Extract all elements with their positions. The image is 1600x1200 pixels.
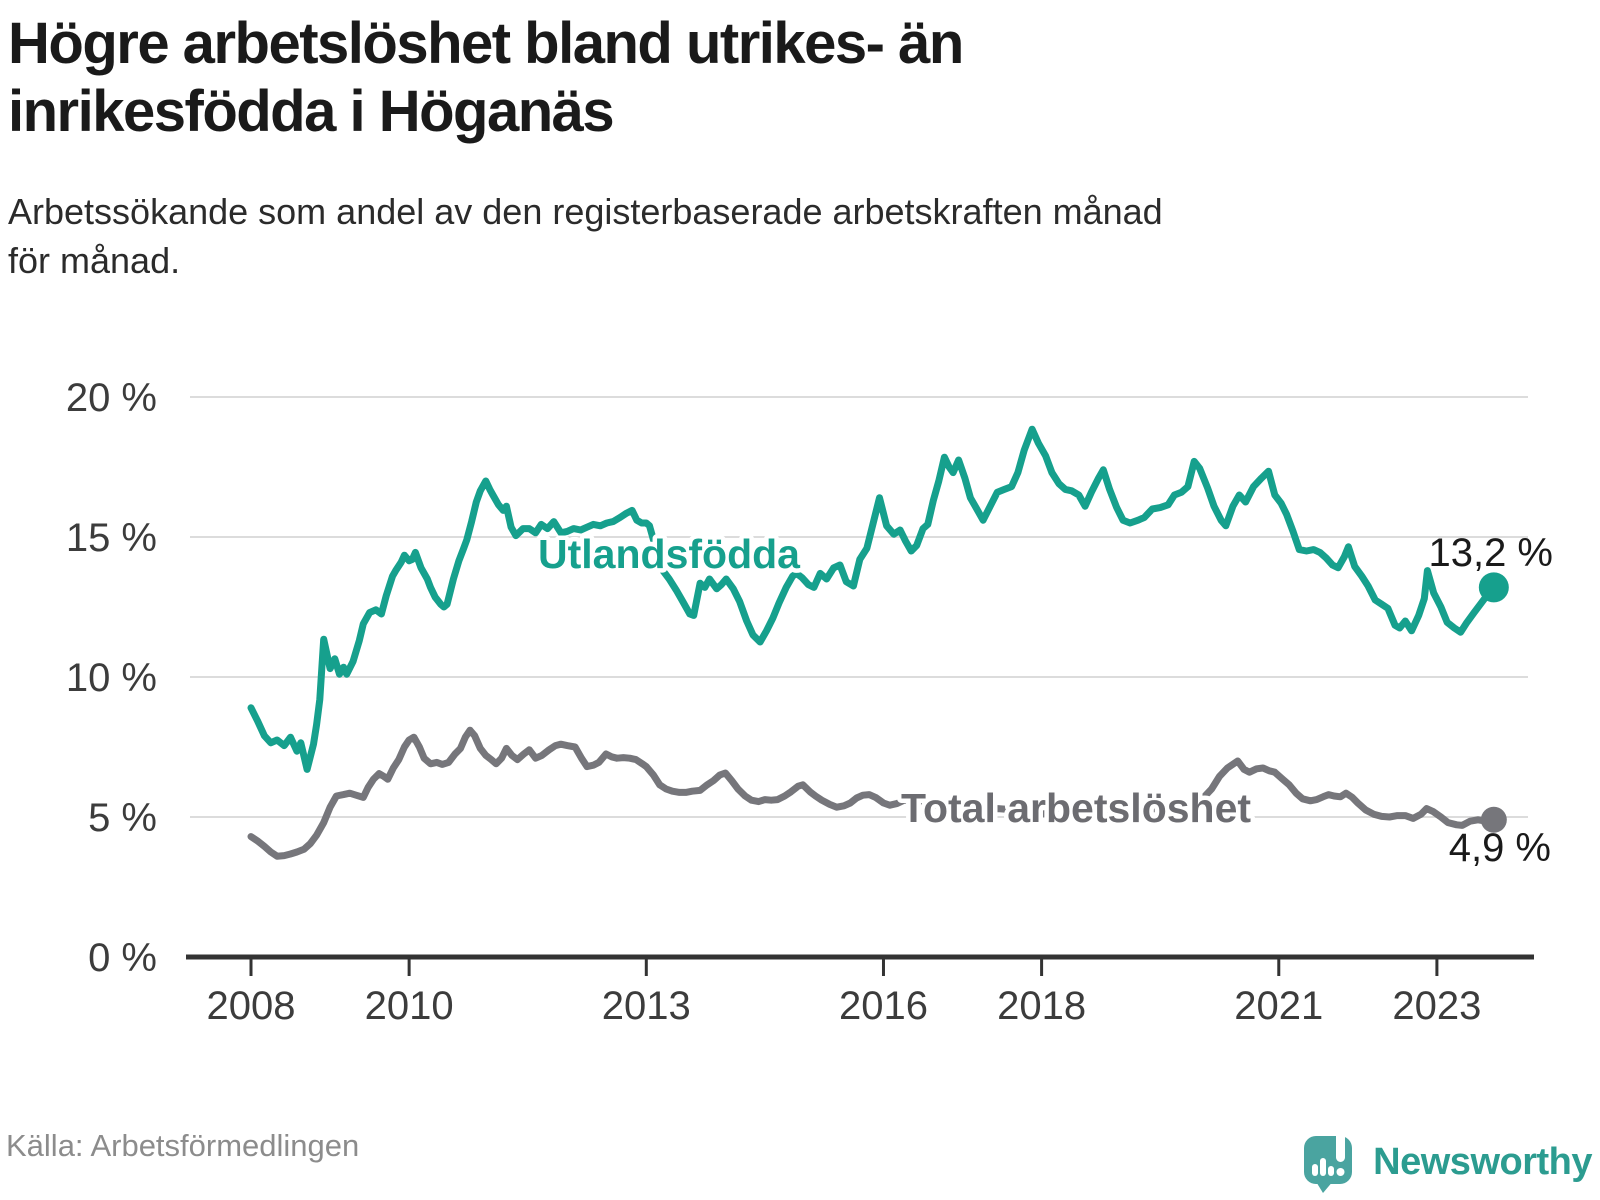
- x-tick-label-2023: 2023: [1392, 984, 1481, 1028]
- page-subtitle: Arbetssökande som andel av den registerb…: [8, 188, 1548, 285]
- x-tick-label-2016: 2016: [839, 984, 928, 1028]
- end-dot-utlandsfodda: [1478, 572, 1509, 603]
- newsworthy-logo[interactable]: Newsworthy: [1303, 1130, 1592, 1194]
- x-tick-label-2021: 2021: [1234, 984, 1323, 1028]
- source-credit: Källa: Arbetsförmedlingen: [6, 1128, 360, 1163]
- page-title: Högre arbetslöshet bland utrikes- än inr…: [8, 10, 1458, 147]
- series-label-utlandsfodda: Utlandsfödda: [538, 531, 801, 577]
- y-tick-label-15: 15 %: [66, 516, 157, 560]
- series-label-total-arbetsloshet: Total arbetslöshet: [901, 785, 1251, 831]
- end-value-label-total: 4,9 %: [1449, 826, 1551, 870]
- end-dot-total: [1480, 806, 1507, 833]
- subtitle-line-1: Arbetssökande som andel av den registerb…: [8, 191, 1163, 232]
- x-tick-label-2010: 2010: [365, 984, 454, 1028]
- y-tick-label-10: 10 %: [66, 656, 157, 700]
- x-tick-label-2008: 2008: [207, 984, 296, 1028]
- newsworthy-speech-bubble-chart-icon: [1304, 1130, 1353, 1193]
- plot-layer: 2008 2010 2013 2016 2018 2021 2023 0 % 5 % 10 % 15…: [66, 376, 1534, 1028]
- brand-name: Newsworthy: [1373, 1140, 1592, 1183]
- title-line-2: inrikesfödda i Höganäs: [8, 79, 615, 145]
- y-tick-label-5: 5 %: [88, 796, 157, 840]
- series-line-utlandsfodda: [247, 425, 1498, 773]
- subtitle-line-2: för månad.: [8, 239, 181, 281]
- end-value-label-utlandsfodda: 13,2 %: [1428, 531, 1553, 575]
- y-tick-label-20: 20 %: [66, 376, 157, 420]
- x-tick-label-2013: 2013: [602, 984, 691, 1028]
- annotation-layer: Utlandsfödda Total arbetslöshet 13,2 % 4…: [534, 527, 1553, 871]
- series-line-total: [247, 726, 1498, 860]
- title-line-1: Högre arbetslöshet bland utrikes- än: [8, 11, 964, 76]
- x-tick-label-2018: 2018: [997, 984, 1086, 1028]
- y-tick-label-0: 0 %: [88, 936, 157, 980]
- end-dots-layer: [1478, 572, 1509, 833]
